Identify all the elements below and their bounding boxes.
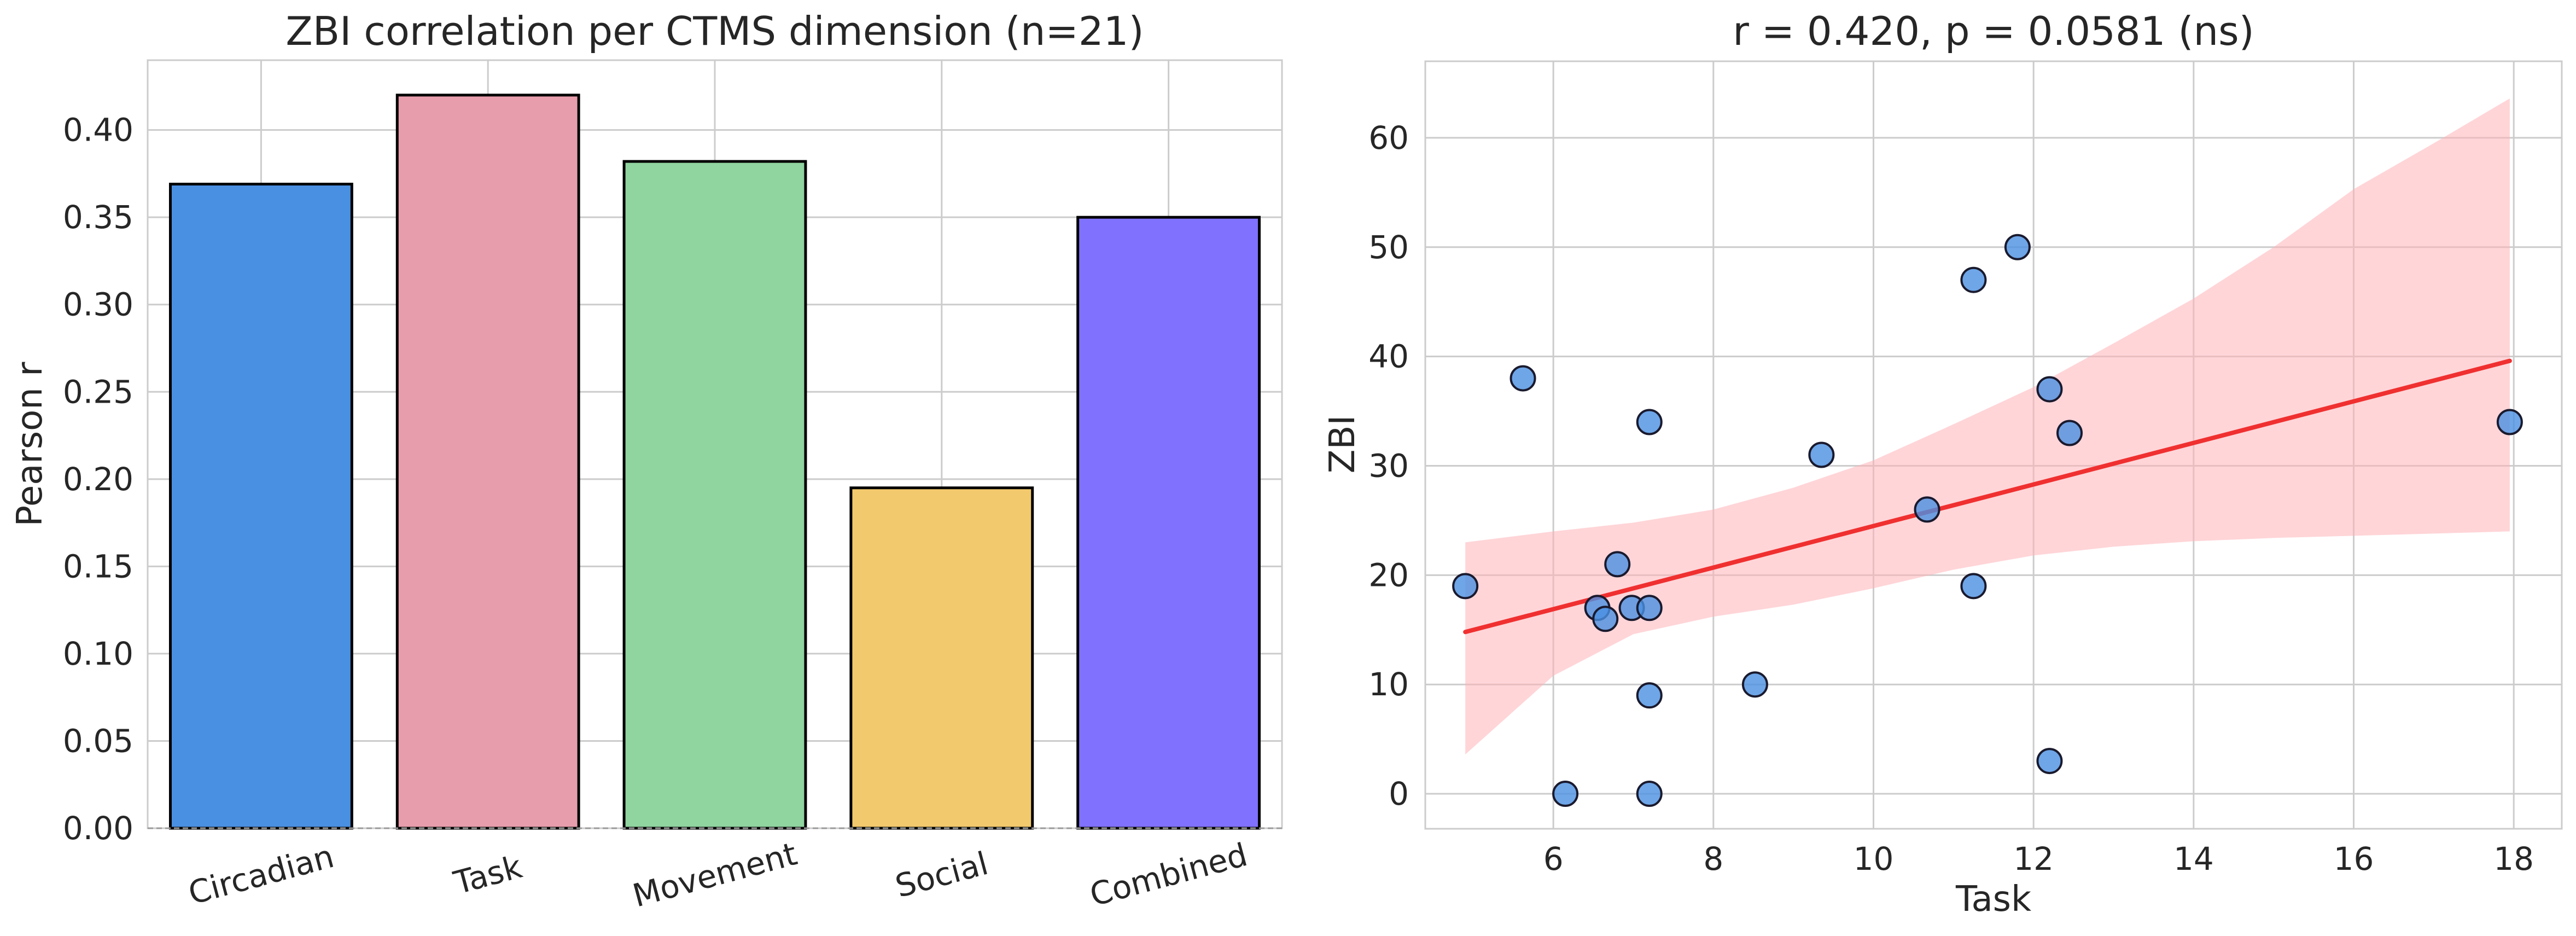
bar-chart-y-tick-label: 0.25 bbox=[63, 373, 133, 410]
scatter-chart-fit-line bbox=[1463, 358, 2512, 635]
bar-chart-x-tick-label: Circadian bbox=[184, 838, 337, 912]
scatter-chart-x-tick-label: 14 bbox=[2173, 840, 2214, 877]
scatter-point bbox=[1741, 671, 1768, 698]
scatter-point bbox=[1636, 595, 1663, 621]
bar-chart-x-tick-label: Movement bbox=[629, 835, 801, 914]
scatter-chart-x-axis-label: Task bbox=[1955, 879, 2031, 920]
scatter-chart-points bbox=[1452, 234, 2523, 807]
bar-chart-y-tick-label: 0.00 bbox=[63, 810, 133, 847]
bar-chart-x-tick-label: Social bbox=[891, 845, 992, 905]
scatter-point bbox=[1808, 441, 1835, 468]
scatter-point bbox=[1592, 606, 1619, 632]
bar-chart-y-tick-label: 0.40 bbox=[63, 112, 133, 149]
scatter-point bbox=[2056, 420, 2083, 446]
bar-chart-y-tick-label: 0.05 bbox=[63, 722, 133, 759]
scatter-point bbox=[1960, 266, 1987, 293]
scatter-chart-panel: 0 10 20 30 40 50 60 6 8 10 12 14 16 18 r = 0.420, p … bbox=[1322, 8, 2563, 920]
bar-chart-y-tick-label: 0.30 bbox=[63, 286, 133, 323]
bar-chart-y-tick-label: 0.10 bbox=[63, 635, 133, 672]
bar-chart-y-tick-label: 0.35 bbox=[63, 199, 133, 236]
bar-chart-y-axis-label: Pearson r bbox=[10, 362, 50, 527]
scatter-point bbox=[1960, 573, 1987, 600]
scatter-chart-y-tick-label: 50 bbox=[1368, 229, 1409, 266]
scatter-point bbox=[2496, 409, 2523, 435]
scatter-chart-y-tick-label: 20 bbox=[1368, 556, 1409, 594]
scatter-chart-x-tick-label: 16 bbox=[2334, 840, 2374, 877]
scatter-point bbox=[1636, 682, 1663, 709]
scatter-chart-y-tick-label: 0 bbox=[1389, 775, 1409, 812]
bar-task bbox=[395, 94, 580, 830]
scatter-chart-x-tick-label: 18 bbox=[2493, 840, 2534, 877]
scatter-chart-y-tick-label: 10 bbox=[1368, 666, 1409, 703]
scatter-chart-title: r = 0.420, p = 0.0581 (ns) bbox=[1733, 8, 2254, 54]
scatter-point bbox=[2036, 376, 2063, 403]
bar-chart-y-ticks: 0.00 0.05 0.10 0.15 0.20 0.25 0.30 0.35 0.40 bbox=[63, 112, 133, 847]
scatter-chart-x-ticks: 6 8 10 12 14 16 18 bbox=[1543, 840, 2534, 877]
bar-social bbox=[849, 486, 1034, 830]
bar-circadian bbox=[168, 183, 353, 830]
scatter-chart-x-tick-label: 6 bbox=[1543, 840, 1564, 877]
scatter-chart-y-ticks: 0 10 20 30 40 50 60 bbox=[1368, 119, 1409, 812]
scatter-chart-y-tick-label: 40 bbox=[1368, 338, 1409, 375]
bar-combined bbox=[1076, 216, 1261, 830]
scatter-point bbox=[1552, 781, 1579, 807]
scatter-point bbox=[2036, 748, 2063, 775]
confidence-band-area bbox=[1465, 98, 2510, 755]
regression-line bbox=[1463, 358, 2512, 635]
bar-chart-title: ZBI correlation per CTMS dimension (n=21… bbox=[285, 8, 1144, 54]
scatter-point bbox=[1914, 496, 1940, 523]
scatter-chart-confidence-band bbox=[1465, 98, 2510, 755]
scatter-chart-y-tick-label: 30 bbox=[1368, 447, 1409, 484]
bar-movement bbox=[622, 160, 807, 830]
bar-chart-x-tick-label: Task bbox=[450, 848, 526, 902]
scatter-chart-x-tick-label: 10 bbox=[1854, 840, 1894, 877]
bar-chart-x-tick-label: Combined bbox=[1086, 836, 1251, 914]
scatter-point bbox=[1510, 365, 1536, 392]
scatter-chart-y-tick-label: 60 bbox=[1368, 119, 1409, 156]
scatter-point bbox=[2004, 234, 2031, 260]
scatter-chart-x-tick-label: 12 bbox=[2013, 840, 2054, 877]
scatter-point bbox=[1636, 781, 1663, 807]
scatter-point bbox=[1604, 551, 1631, 578]
scatter-chart-y-axis-label: ZBI bbox=[1322, 415, 1363, 474]
bar-chart-bars bbox=[148, 94, 1282, 830]
scatter-chart-x-tick-label: 8 bbox=[1703, 840, 1723, 877]
bar-chart-y-tick-label: 0.20 bbox=[63, 461, 133, 498]
scatter-point bbox=[1452, 573, 1479, 600]
bar-chart-y-tick-label: 0.15 bbox=[63, 548, 133, 585]
scatter-point bbox=[1636, 409, 1663, 435]
bar-chart-x-ticks: Circadian Task Movement Social Combined bbox=[184, 835, 1251, 914]
bar-chart-panel: 0.00 0.05 0.10 0.15 0.20 0.25 0.30 0.35 0.40 Cir… bbox=[10, 8, 1283, 915]
